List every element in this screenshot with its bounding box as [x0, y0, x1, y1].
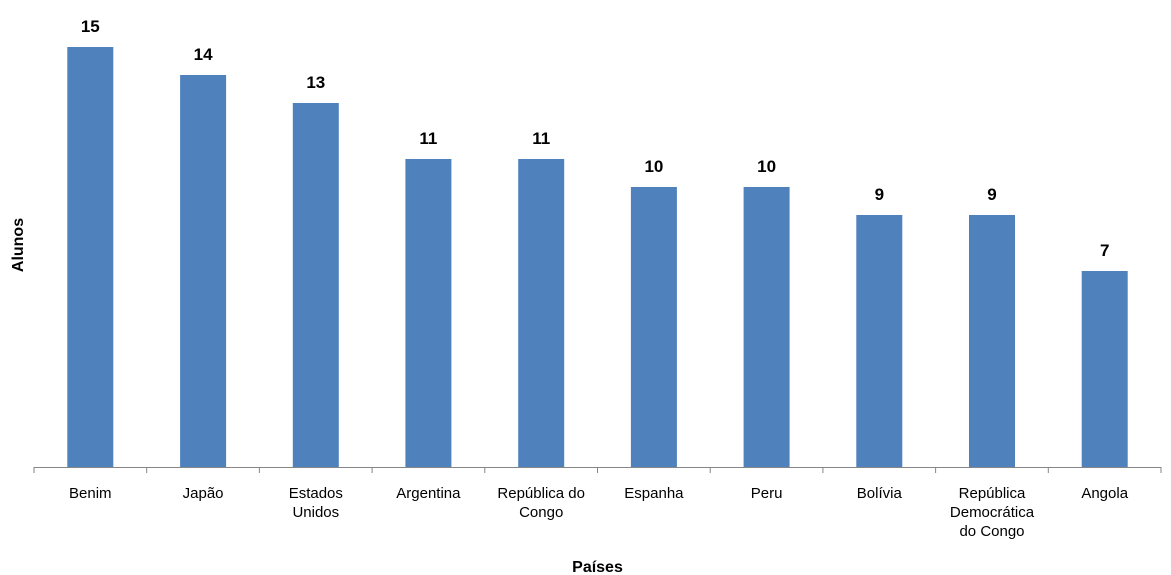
- bar-japao: [180, 75, 227, 467]
- x-tick-labels-group: Benim Japão Estados Unidos Argentina Repúblic…: [69, 485, 1129, 540]
- x-tick-label-argentina: Argentina: [396, 485, 461, 502]
- data-labels-group: 15 14 13 11 11 10 10 9 9 7: [81, 17, 1110, 260]
- x-tick-label-bolivia: Bolívia: [857, 485, 903, 502]
- data-label-benim: 15: [81, 17, 100, 36]
- data-label-espanha: 10: [644, 157, 663, 176]
- bar-angola: [1081, 271, 1128, 467]
- bar-estados-unidos: [292, 103, 339, 467]
- x-tick-label-line: Unidos: [292, 504, 339, 521]
- data-label-republica-democratica-do-congo: 9: [987, 185, 996, 204]
- x-tick-label-line: do Congo: [959, 523, 1024, 540]
- x-tick-label-line: Peru: [751, 485, 783, 502]
- x-tick-label-estados-unidos: Estados Unidos: [289, 485, 343, 521]
- data-label-angola: 7: [1100, 241, 1109, 260]
- bar-argentina: [405, 159, 452, 467]
- x-tick-label-line: República do: [497, 485, 585, 502]
- data-label-bolivia: 9: [875, 185, 884, 204]
- x-tick-label-line: Benim: [69, 485, 112, 502]
- x-tick-label-line: Angola: [1081, 485, 1128, 502]
- data-label-estados-unidos: 13: [306, 73, 325, 92]
- x-tick-label-line: Democrática: [950, 504, 1035, 521]
- x-tick-label-japao: Japão: [183, 485, 224, 502]
- x-tick-label-republica-do-congo: República do Congo: [497, 485, 585, 521]
- x-tick-label-republica-democratica-do-congo: República Democrática do Congo: [950, 485, 1035, 540]
- bar-bolivia: [856, 215, 903, 467]
- x-tick-label-line: Espanha: [624, 485, 684, 502]
- data-label-peru: 10: [757, 157, 776, 176]
- x-tick-label-line: Japão: [183, 485, 224, 502]
- x-tick-label-benim: Benim: [69, 485, 112, 502]
- bars-group: [67, 47, 1128, 467]
- x-tick-label-peru: Peru: [751, 485, 783, 502]
- bar-benim: [67, 47, 114, 467]
- data-label-japao: 14: [194, 45, 213, 64]
- x-tick-label-line: Congo: [519, 504, 563, 521]
- bar-republica-democratica-do-congo: [969, 215, 1015, 467]
- x-axis-title: Países: [572, 559, 623, 575]
- x-tick-label-espanha: Espanha: [624, 485, 684, 502]
- x-ticks-group: [33, 467, 1162, 473]
- bar-peru: [743, 187, 790, 467]
- x-tick-label-line: República: [959, 485, 1026, 502]
- x-tick-label-line: Bolívia: [857, 485, 903, 502]
- bar-espanha: [630, 187, 677, 467]
- bar-republica-do-congo: [518, 159, 565, 467]
- data-label-republica-do-congo: 11: [532, 129, 550, 148]
- data-label-argentina: 11: [419, 129, 437, 148]
- x-tick-label-line: Argentina: [396, 485, 461, 502]
- y-axis-title: Alunos: [10, 218, 27, 272]
- x-tick-label-angola: Angola: [1081, 485, 1128, 502]
- x-tick-label-line: Estados: [289, 485, 343, 502]
